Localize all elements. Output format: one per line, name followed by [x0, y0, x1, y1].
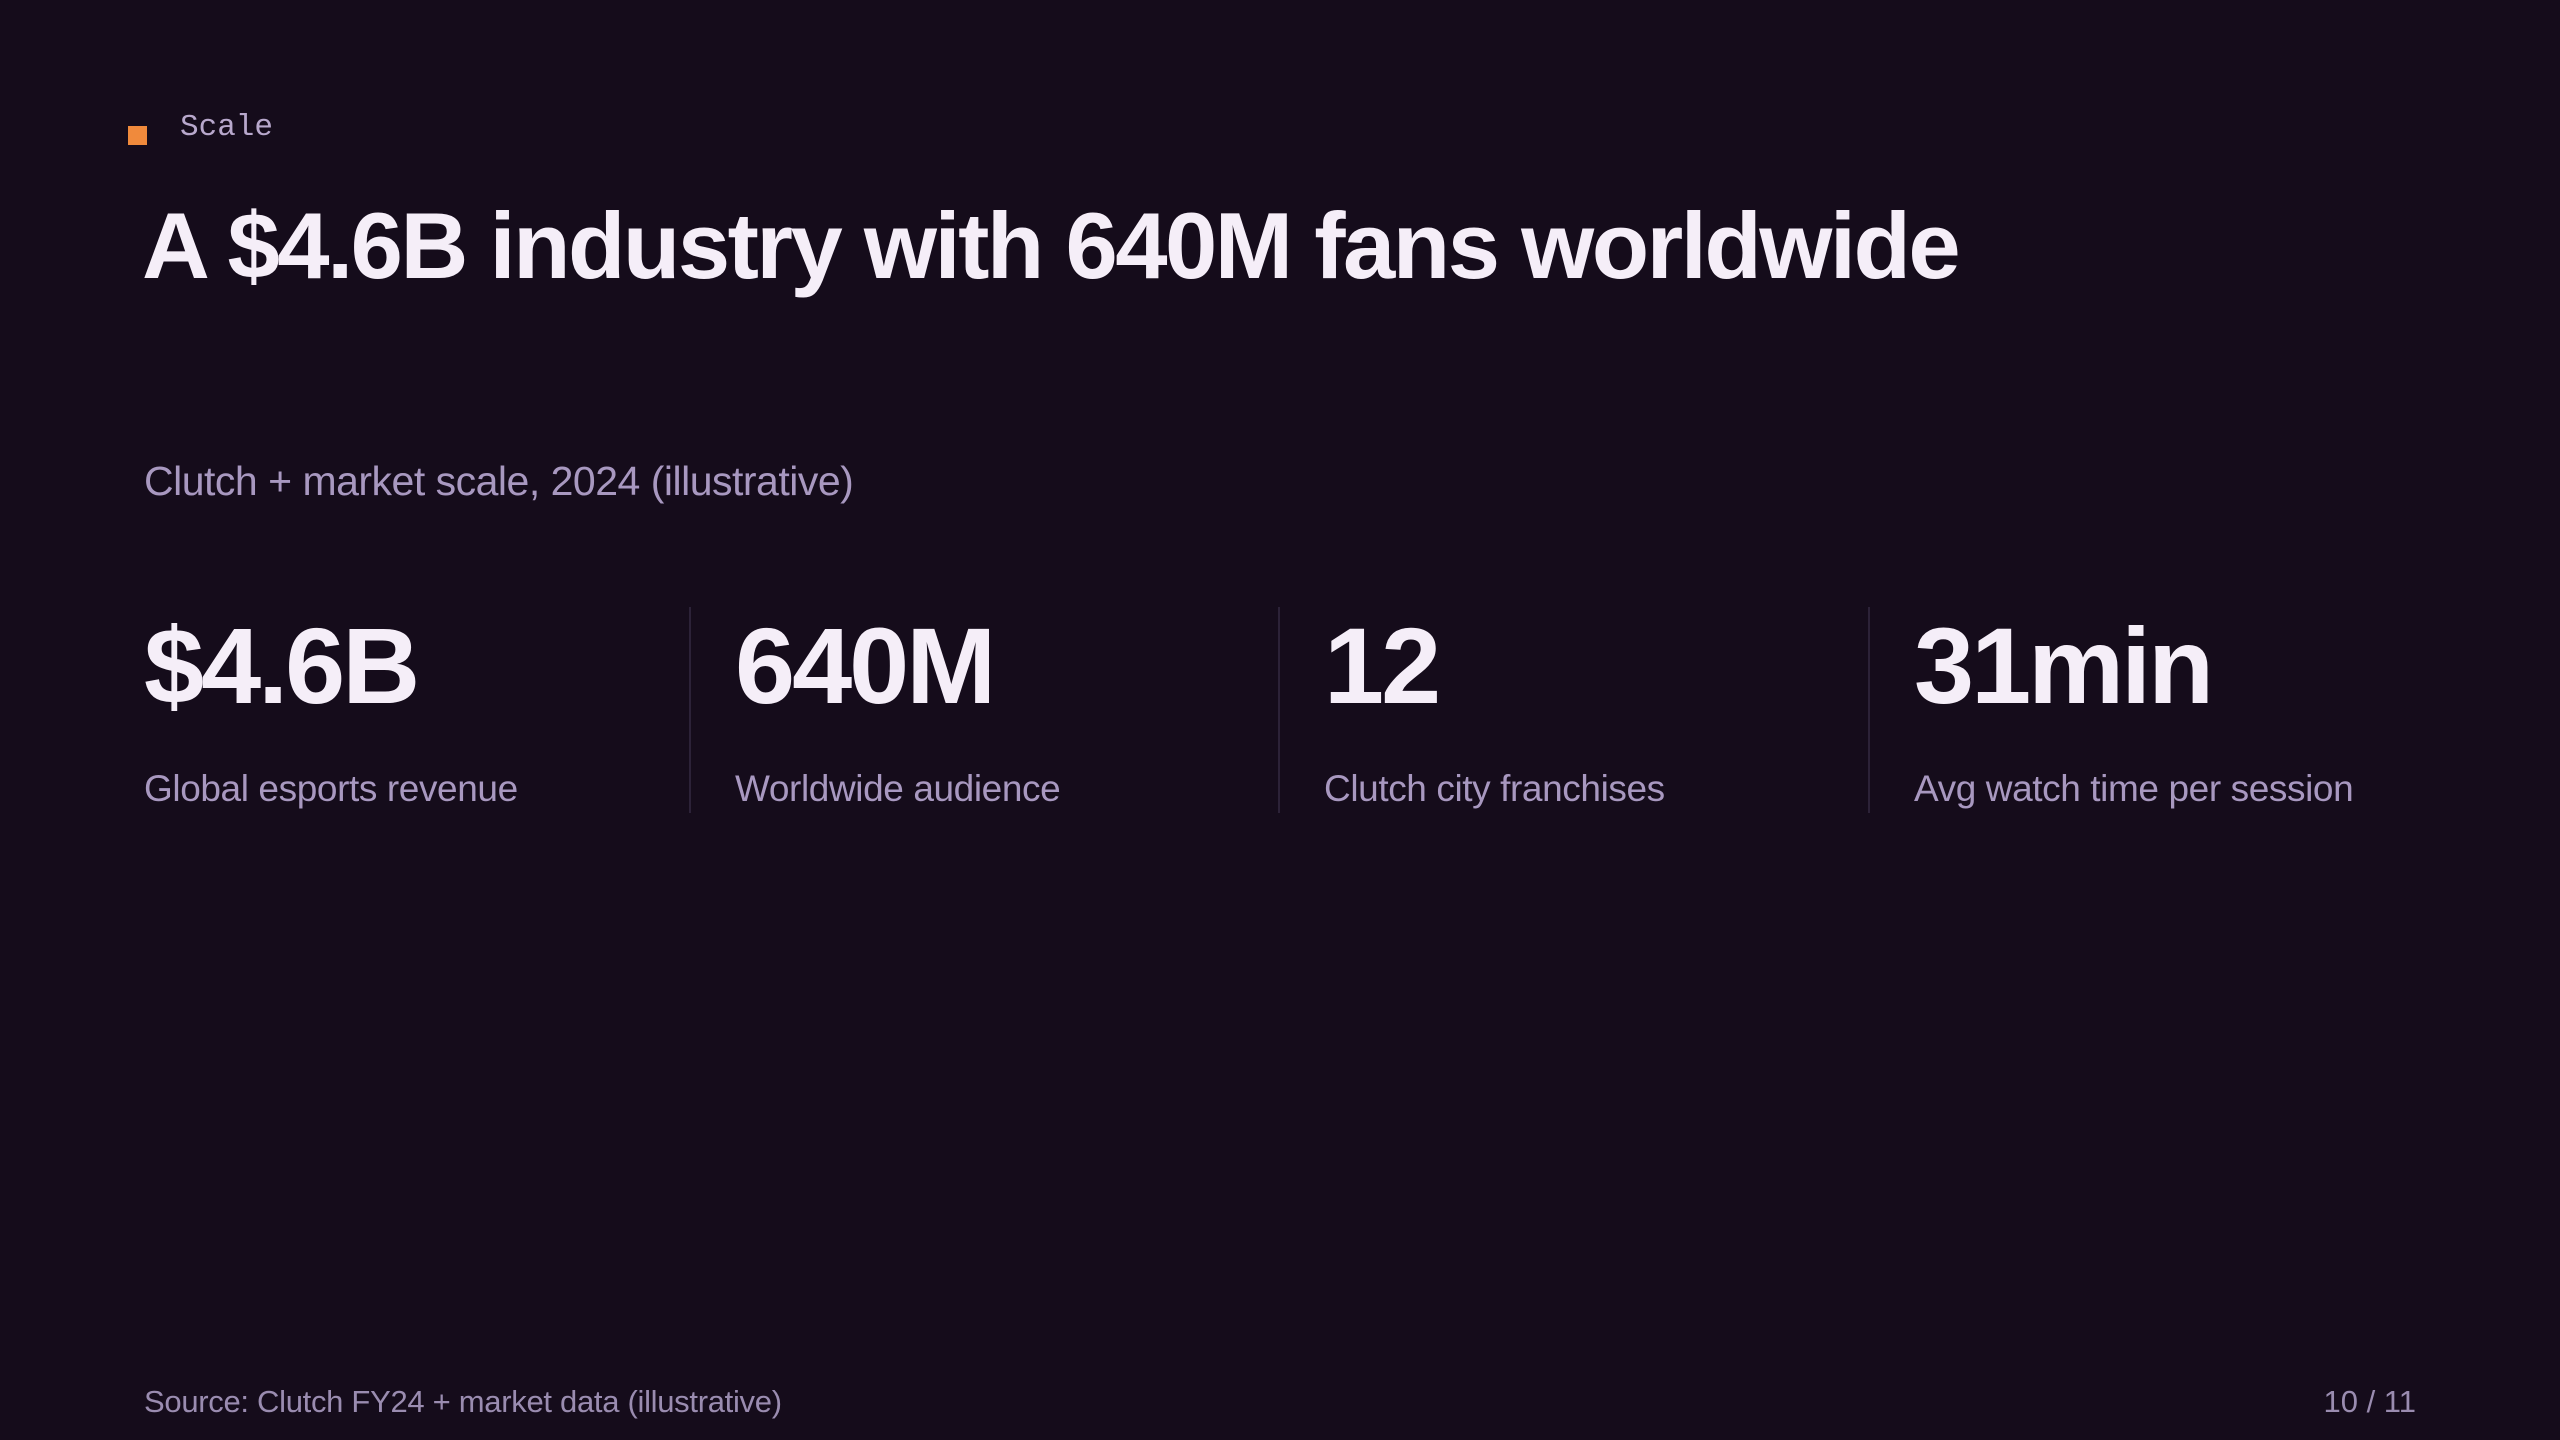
divider [689, 607, 691, 813]
stat-value: 31min [1914, 605, 2214, 726]
stat: 31min Avg watch time per session [1914, 600, 2354, 815]
stat-value: 12 [1324, 605, 1441, 726]
divider [1868, 607, 1870, 813]
eyebrow: Scale [180, 110, 274, 145]
stat-value: 640M [735, 605, 996, 726]
stat-label: Worldwide audience [735, 768, 1061, 809]
stat-label: Global esports revenue [144, 768, 518, 809]
divider [1278, 607, 1280, 813]
stat: 12 Clutch city franchises [1324, 600, 1665, 815]
source-note: Source: Clutch FY24 + market data (illus… [144, 1384, 782, 1419]
stat-label: Avg watch time per session [1914, 768, 2354, 809]
subtitle: Clutch + market scale, 2024 (illustrativ… [144, 458, 854, 504]
stat: 640M Worldwide audience [735, 600, 1061, 815]
stat: $4.6B Global esports revenue [144, 600, 518, 815]
stat-value: $4.6B [144, 605, 420, 726]
page-number: 10 / 11 [2323, 1384, 2416, 1419]
title: A $4.6B industry with 640M fans worldwid… [142, 193, 1961, 298]
eyebrow-marker [128, 126, 147, 145]
stat-label: Clutch city franchises [1324, 768, 1665, 809]
